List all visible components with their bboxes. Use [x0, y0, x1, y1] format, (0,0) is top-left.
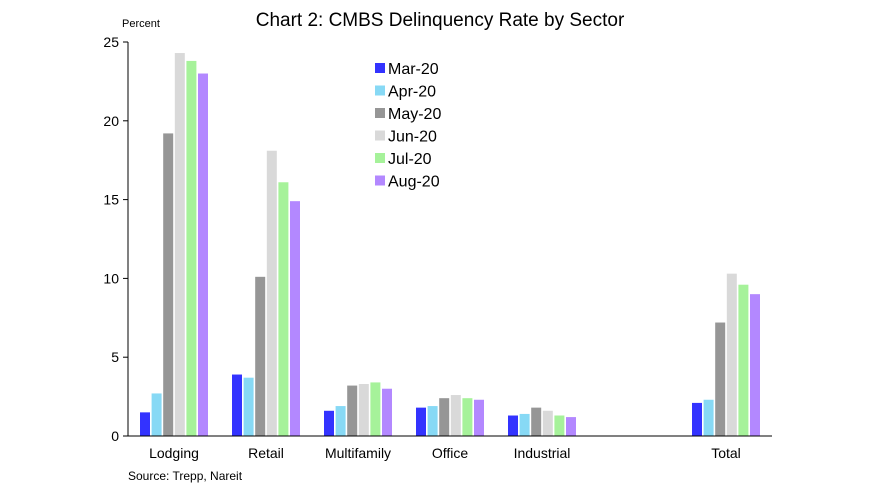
bar: [382, 388, 392, 436]
bar: [335, 406, 346, 436]
x-category-label: Lodging: [149, 445, 199, 461]
y-axis-unit-label: Percent: [122, 18, 160, 30]
bar: [278, 182, 289, 436]
legend-swatch: [375, 175, 385, 186]
bar: [750, 294, 760, 436]
legend-label: Aug-20: [388, 174, 440, 191]
bar: [416, 407, 426, 436]
bar: [163, 133, 174, 436]
chart-title: Chart 2: CMBS Delinquency Rate by Sector: [256, 10, 625, 31]
bar: [243, 377, 254, 436]
bar: [462, 398, 473, 436]
bar: [255, 276, 266, 436]
y-tick-label: 15: [103, 192, 119, 208]
legend-label: Mar-20: [388, 61, 439, 78]
legend-swatch: [375, 108, 385, 118]
bar: [290, 201, 300, 436]
bar: [738, 284, 749, 436]
bar: [324, 410, 334, 436]
bar: [370, 382, 381, 436]
legend: Mar-20 Apr-20 May-20 Jun-20 Jul-20 Aug-20: [375, 61, 441, 191]
bar: [692, 402, 702, 436]
y-tick-label: 10: [103, 270, 119, 286]
bar: [554, 415, 565, 436]
bar: [474, 399, 484, 436]
legend-label: Jul-20: [388, 151, 432, 168]
legend-swatch: [375, 153, 385, 163]
bar: [266, 150, 277, 436]
bar: [198, 73, 208, 437]
bar: [174, 53, 185, 436]
bar: [542, 410, 553, 436]
y-tick-label: 5: [111, 349, 119, 365]
legend-swatch: [375, 63, 385, 73]
y-axis: 0 5 10 15 20 25: [103, 34, 129, 444]
x-category-label: Industrial: [514, 445, 571, 461]
y-tick-label: 20: [103, 113, 119, 129]
legend-swatch: [375, 85, 385, 96]
x-category-label: Total: [711, 445, 741, 461]
bar: [232, 374, 242, 436]
x-category-label: Retail: [248, 445, 284, 461]
bar: [566, 417, 576, 436]
bar: [186, 60, 197, 437]
bar: [347, 385, 358, 436]
bar: [726, 273, 737, 436]
bar: [508, 415, 518, 436]
y-tick-label: 25: [103, 34, 119, 50]
source-note: Source: Trepp, Nareit: [128, 469, 243, 483]
bar: [151, 393, 162, 436]
bar: [140, 412, 150, 436]
x-axis: Lodging Retail Multifamily Office Industrial…: [128, 435, 772, 461]
legend-label: May-20: [388, 106, 441, 123]
legend-label: Jun-20: [388, 129, 437, 146]
legend-label: Apr-20: [388, 84, 436, 101]
bar: [427, 406, 438, 436]
bar: [531, 407, 542, 436]
x-category-label: Office: [432, 445, 469, 461]
y-tick-label: 0: [111, 428, 119, 444]
legend-swatch: [375, 130, 385, 141]
bar: [519, 413, 530, 436]
bar: [439, 398, 450, 436]
bar: [703, 399, 714, 436]
bar: [358, 383, 369, 436]
x-category-label: Multifamily: [325, 445, 391, 461]
bar: [450, 395, 461, 436]
bars: [140, 53, 760, 437]
bar: [715, 322, 726, 436]
